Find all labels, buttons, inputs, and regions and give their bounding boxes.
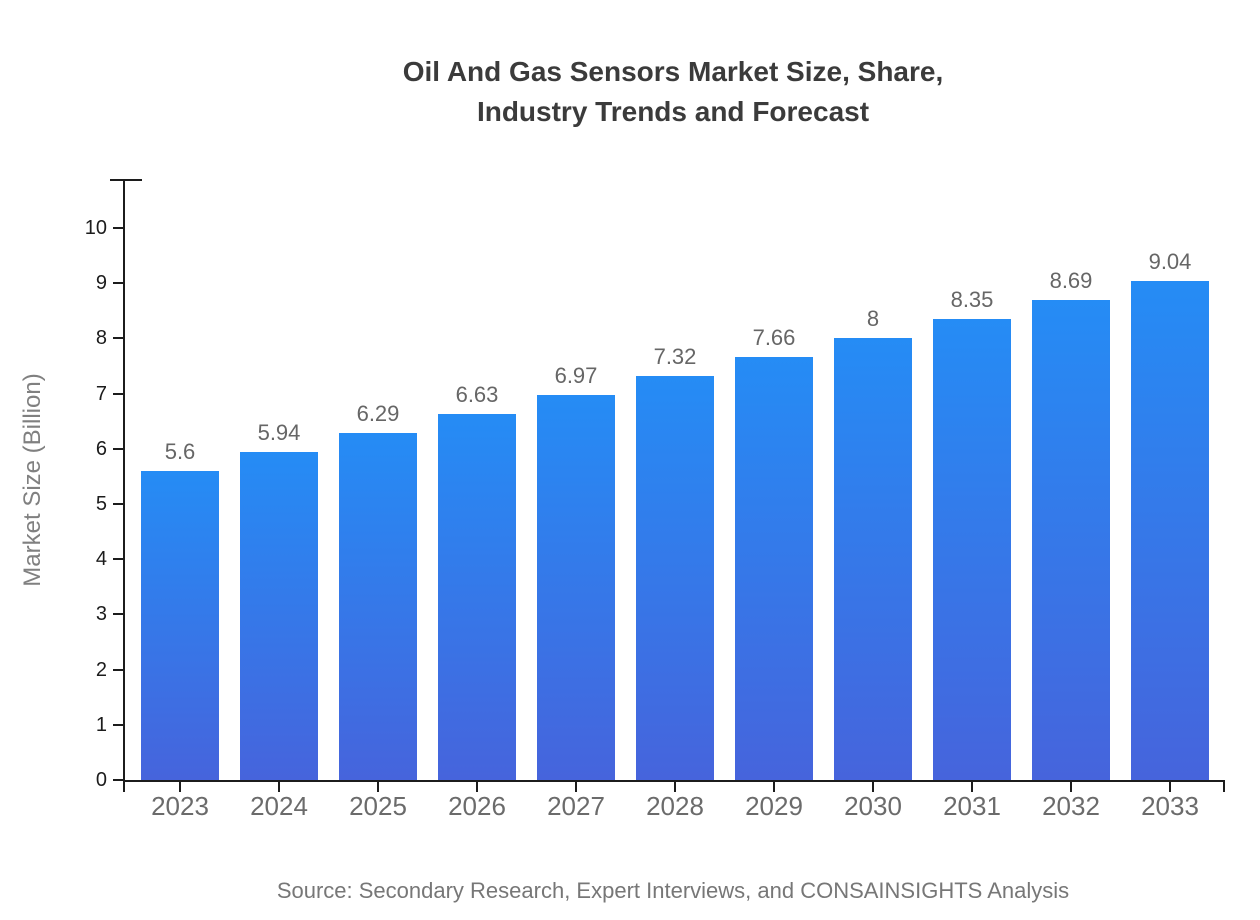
bar-2023: [141, 470, 219, 780]
x-tick-label: 2026: [448, 791, 506, 821]
bar-2025: [339, 432, 417, 780]
bar-value-label: 8.69: [1049, 268, 1093, 294]
y-tick: [113, 613, 125, 616]
x-tick: [872, 780, 874, 792]
bar-value-label: 7.66: [752, 325, 796, 351]
plot-area: 0 1 2 3 4 5 6 7 8 9 10 5.6 2023 5.94 2024 6.29 2025 6.63 2…: [85, 179, 1225, 820]
bar-value-label: 7.32: [653, 343, 697, 369]
x-tick: [575, 780, 577, 792]
bar-value-label: 6.97: [554, 363, 598, 389]
y-tick-label: 9: [95, 272, 107, 295]
bar-2029: [735, 357, 813, 780]
y-tick: [113, 227, 125, 229]
source-note: Source: Secondary Research, Expert Inter…: [276, 878, 1070, 903]
y-tick-label: 7: [95, 382, 107, 405]
y-tick: [113, 282, 125, 285]
y-tick: [113, 558, 125, 561]
x-tick-label: 2032: [1042, 791, 1100, 821]
x-axis-end-tick: [1223, 780, 1225, 792]
bar-value-label: 6.29: [356, 400, 400, 426]
x-tick-label: 2028: [646, 791, 704, 821]
bar-2032: [1032, 300, 1110, 780]
bar-2026: [438, 414, 516, 780]
x-tick: [773, 780, 775, 792]
bar-2027: [537, 395, 615, 780]
x-tick: [278, 780, 280, 792]
chart-title-line2: Industry Trends and Forecast: [476, 96, 870, 127]
x-tick-label: 2025: [349, 791, 407, 821]
x-tick: [971, 780, 973, 792]
y-tick-label: 1: [95, 713, 107, 736]
x-tick-label: 2031: [943, 791, 1001, 821]
y-tick-label: 8: [95, 327, 107, 350]
bar-2030: [834, 338, 912, 780]
x-tick-label: 2030: [844, 791, 902, 821]
x-tick: [1169, 780, 1171, 792]
y-tick: [113, 447, 125, 450]
origin-tick: [123, 780, 125, 792]
x-tick: [179, 780, 181, 792]
y-tick-label: 6: [95, 437, 107, 460]
y-tick: [113, 723, 125, 726]
bar-value-label: 8.35: [950, 287, 994, 313]
x-tick: [476, 780, 478, 792]
bar-value-label: 8: [866, 306, 880, 332]
y-tick-label: 10: [84, 217, 107, 239]
x-tick: [1070, 780, 1072, 792]
x-tick-label: 2027: [547, 791, 605, 821]
x-tick-label: 2033: [1141, 791, 1199, 821]
chart-title-line1: Oil And Gas Sensors Market Size, Share,: [402, 56, 944, 87]
x-tick: [377, 780, 379, 792]
x-tick-label: 2024: [250, 791, 308, 821]
y-axis-end-cap: [110, 179, 142, 181]
bar-value-label: 5.6: [164, 438, 196, 464]
y-axis-label: Market Size (Billion): [19, 373, 46, 587]
y-tick: [113, 668, 125, 671]
y-tick-label: 0: [95, 769, 107, 791]
bar-2024: [240, 452, 318, 780]
y-tick-label: 5: [95, 493, 107, 515]
bar-2028: [636, 375, 714, 780]
bar-value-label: 5.94: [257, 420, 301, 446]
x-tick-label: 2023: [151, 791, 209, 821]
bar-value-label: 6.63: [455, 382, 499, 408]
bar-value-label: 9.04: [1148, 249, 1192, 274]
y-tick-label: 4: [95, 548, 107, 571]
y-tick: [113, 503, 125, 505]
bar-2031: [933, 319, 1011, 780]
y-tick-label: 3: [95, 603, 107, 626]
y-tick-label: 2: [95, 658, 107, 681]
chart-title: Oil And Gas Sensors Market Size, Share, …: [123, 52, 1223, 132]
bar-2033: [1131, 281, 1209, 780]
x-tick-label: 2029: [745, 791, 803, 821]
y-tick: [113, 337, 125, 340]
y-tick: [113, 392, 125, 395]
x-tick: [674, 780, 676, 792]
y-tick: [113, 779, 125, 781]
